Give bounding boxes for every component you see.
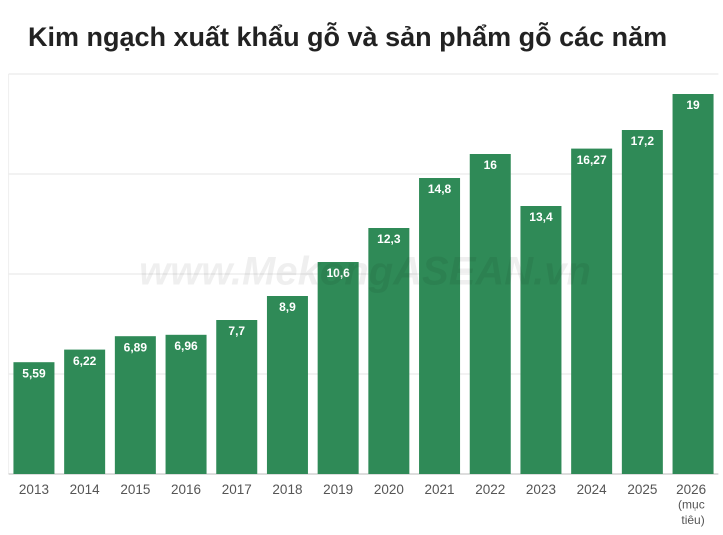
x-tick-label: 2023 — [526, 482, 556, 497]
bar — [64, 349, 106, 474]
x-tick-label: 2015 — [120, 482, 150, 497]
bar — [216, 320, 258, 474]
bar — [469, 154, 511, 474]
value-label: 13,4 — [529, 210, 553, 224]
value-label: 6,22 — [73, 354, 97, 368]
value-label: 7,7 — [228, 324, 245, 338]
bar — [571, 148, 613, 474]
bar — [368, 228, 410, 474]
x-tick-label: 2019 — [323, 482, 353, 497]
bar — [13, 362, 55, 474]
value-label: 10,6 — [326, 266, 350, 280]
value-label: 5,59 — [22, 366, 46, 380]
bar — [114, 336, 156, 474]
x-tick-label: 2016 — [171, 482, 201, 497]
x-tick-label: 2017 — [222, 482, 252, 497]
x-tick-label: 2014 — [70, 482, 101, 497]
value-label: 17,2 — [631, 134, 655, 148]
value-label: 12,3 — [377, 232, 401, 246]
x-tick-label: 2013 — [19, 482, 49, 497]
bar — [419, 178, 461, 474]
bar — [266, 296, 308, 474]
value-label: 8,9 — [279, 300, 296, 314]
x-tick-label: 2025 — [627, 482, 657, 497]
bar — [317, 262, 359, 474]
bar — [165, 334, 207, 474]
x-tick-label: 2018 — [272, 482, 302, 497]
x-tick-label: 2026 (mục tiêu) — [676, 482, 710, 528]
x-tick-label: 2022 — [475, 482, 505, 497]
bar — [520, 206, 562, 474]
value-label: 16 — [484, 158, 498, 172]
bar — [672, 94, 714, 474]
x-tick-label: 2020 — [374, 482, 404, 497]
bar — [621, 130, 663, 474]
watermark: www.MekongASEAN.vn — [139, 250, 591, 294]
value-label: 6,96 — [174, 339, 198, 353]
chart-title: Kim ngạch xuất khẩu gỗ và sản phẩm gỗ cá… — [28, 21, 667, 52]
x-tick-label: 2024 — [577, 482, 608, 497]
value-label: 19 — [686, 98, 700, 112]
x-tick-label: 2021 — [425, 482, 455, 497]
value-label: 16,27 — [577, 153, 607, 167]
value-label: 14,8 — [428, 182, 452, 196]
value-label: 6,89 — [124, 340, 148, 354]
